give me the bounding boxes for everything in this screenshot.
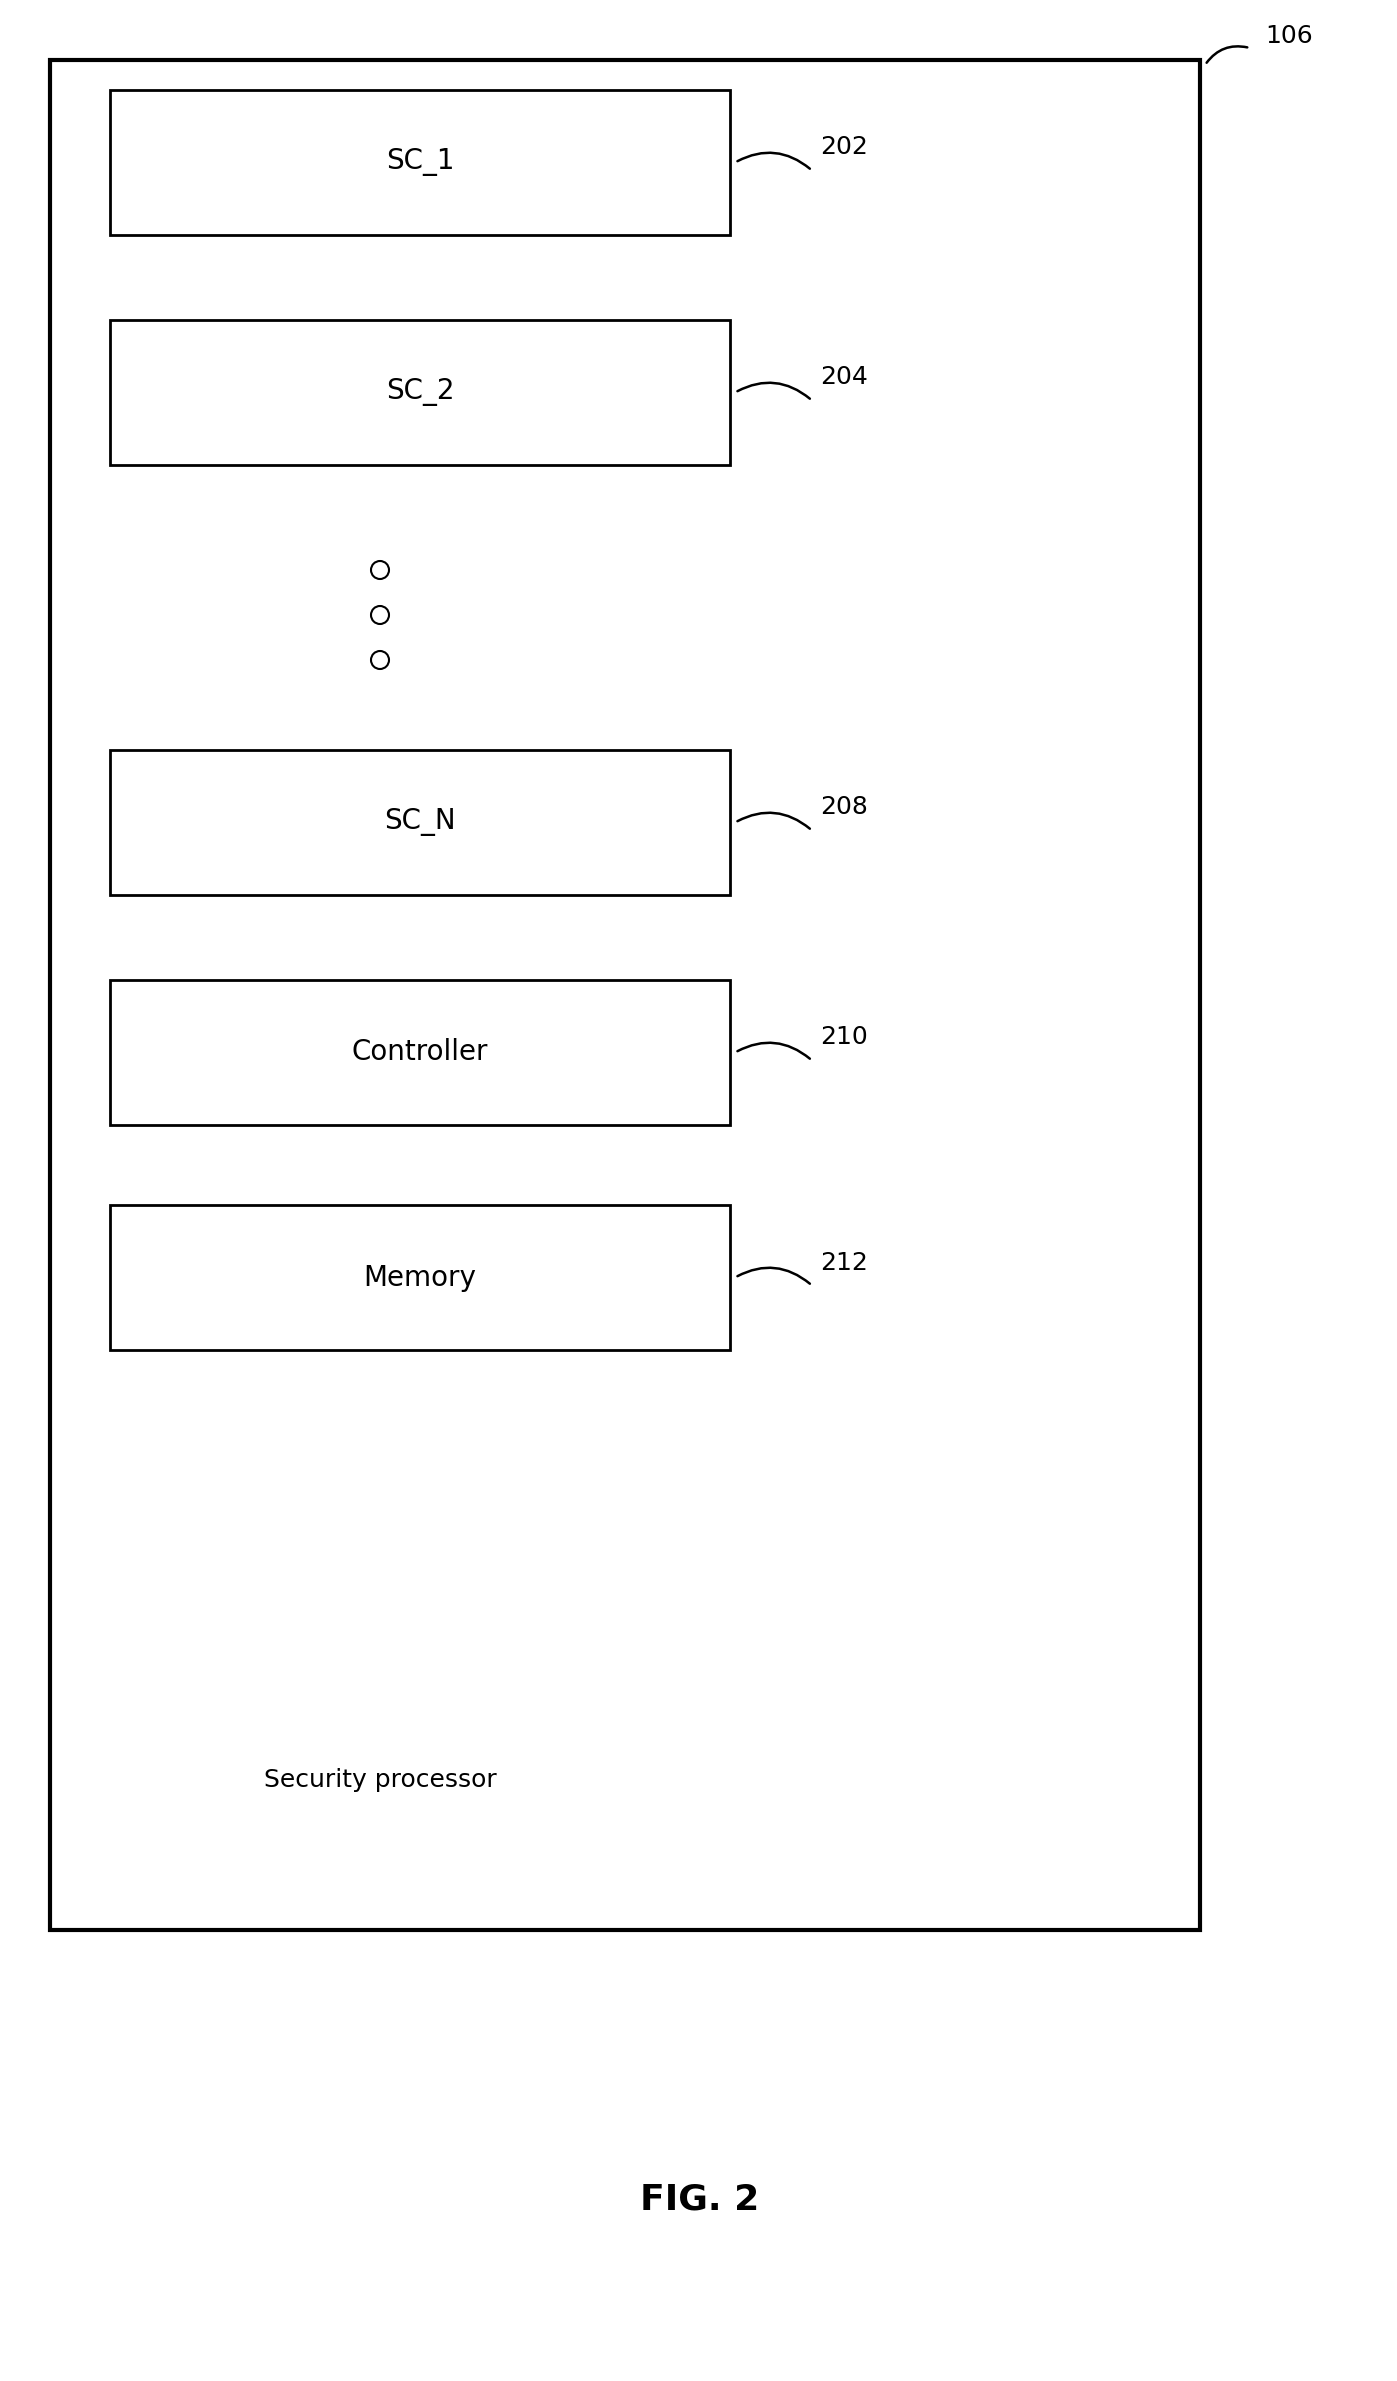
Text: 202: 202 bbox=[820, 136, 868, 160]
Text: SC_2: SC_2 bbox=[386, 379, 454, 407]
Text: 210: 210 bbox=[820, 1026, 868, 1050]
Text: SC_N: SC_N bbox=[384, 810, 455, 836]
Bar bbox=[50, 60, 1200, 1931]
Text: 212: 212 bbox=[820, 1250, 868, 1274]
Text: Security processor: Security processor bbox=[264, 1769, 496, 1793]
Bar bbox=[110, 981, 731, 1124]
Circle shape bbox=[372, 607, 388, 624]
Text: 204: 204 bbox=[820, 367, 868, 390]
Bar bbox=[110, 319, 731, 464]
Text: Controller: Controller bbox=[352, 1038, 488, 1067]
Text: 208: 208 bbox=[820, 795, 868, 819]
Circle shape bbox=[372, 562, 388, 579]
Bar bbox=[110, 750, 731, 895]
Circle shape bbox=[372, 650, 388, 669]
Text: 106: 106 bbox=[1266, 24, 1313, 48]
Text: SC_1: SC_1 bbox=[386, 148, 454, 176]
Bar bbox=[110, 1205, 731, 1350]
Text: Memory: Memory bbox=[363, 1264, 476, 1291]
Bar bbox=[110, 90, 731, 236]
Text: FIG. 2: FIG. 2 bbox=[640, 2183, 760, 2217]
